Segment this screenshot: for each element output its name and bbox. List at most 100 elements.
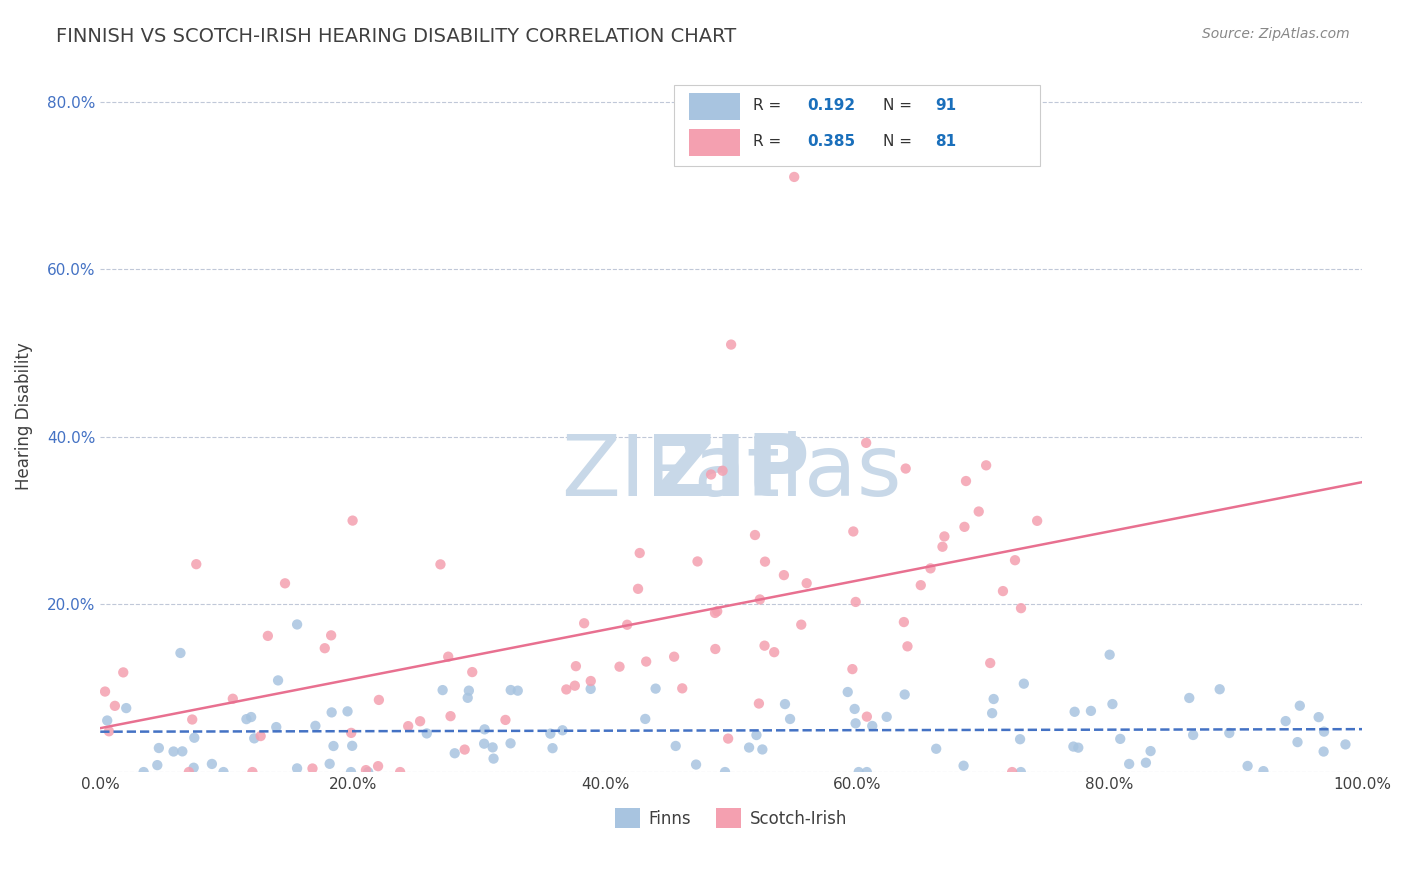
Point — [482, 751, 505, 765]
Point — [321, 706, 343, 720]
Point — [240, 710, 263, 724]
Point — [115, 701, 138, 715]
Point — [1274, 714, 1296, 728]
Point — [979, 656, 1001, 670]
Point — [146, 758, 169, 772]
Point — [991, 584, 1014, 599]
Point — [1004, 553, 1026, 567]
Point — [1286, 735, 1309, 749]
Point — [416, 726, 439, 740]
Point — [551, 723, 574, 738]
Point — [1098, 648, 1121, 662]
Point — [1218, 726, 1240, 740]
Point — [841, 662, 863, 676]
Text: N =: N = — [883, 98, 917, 113]
Text: 0.192: 0.192 — [807, 98, 855, 113]
Point — [212, 765, 235, 780]
Y-axis label: Hearing Disability: Hearing Disability — [15, 342, 32, 490]
Point — [304, 719, 326, 733]
Point — [955, 474, 977, 488]
Point — [481, 740, 503, 755]
Point — [1308, 710, 1330, 724]
Point — [837, 685, 859, 699]
Point — [494, 713, 516, 727]
Point — [461, 665, 484, 679]
Point — [104, 698, 127, 713]
Point — [1208, 682, 1230, 697]
Point — [1139, 744, 1161, 758]
Point — [1253, 764, 1275, 779]
Point — [538, 726, 561, 740]
Point — [555, 682, 578, 697]
Point — [855, 435, 877, 450]
Point — [609, 659, 631, 673]
Legend: Finns, Scotch-Irish: Finns, Scotch-Irish — [609, 801, 853, 835]
Point — [235, 712, 257, 726]
Point — [876, 710, 898, 724]
Point — [357, 765, 380, 780]
Point — [457, 690, 479, 705]
Point — [671, 681, 693, 696]
Point — [953, 520, 976, 534]
Point — [773, 568, 796, 582]
Point — [910, 578, 932, 592]
Point — [842, 524, 865, 539]
Text: 0.385: 0.385 — [807, 134, 855, 149]
Point — [748, 592, 770, 607]
Point — [274, 576, 297, 591]
Point — [974, 458, 997, 473]
Point — [845, 595, 868, 609]
Point — [322, 739, 344, 753]
Point — [662, 649, 685, 664]
Text: N =: N = — [883, 134, 917, 149]
Point — [644, 681, 666, 696]
Point — [453, 742, 475, 756]
Point — [301, 762, 323, 776]
Point — [783, 169, 806, 184]
Point — [342, 514, 364, 528]
Point — [844, 702, 866, 716]
Point — [751, 742, 773, 756]
Point — [856, 765, 879, 780]
Text: 81: 81 — [935, 134, 956, 149]
Point — [243, 731, 266, 746]
Point — [920, 561, 942, 575]
Point — [1334, 738, 1357, 752]
Text: FINNISH VS SCOTCH-IRISH HEARING DISABILITY CORRELATION CHART: FINNISH VS SCOTCH-IRISH HEARING DISABILI… — [56, 27, 737, 45]
Point — [499, 736, 522, 750]
Text: R =: R = — [752, 98, 786, 113]
Point — [706, 604, 728, 618]
Text: R =: R = — [752, 134, 786, 149]
Point — [367, 759, 389, 773]
Point — [896, 640, 918, 654]
Point — [967, 504, 990, 518]
Point — [162, 745, 184, 759]
Point — [704, 642, 727, 657]
Point — [627, 582, 650, 596]
Point — [506, 683, 529, 698]
Point — [790, 617, 813, 632]
Point — [96, 714, 118, 728]
Point — [717, 731, 740, 746]
Text: ZIPatlas: ZIPatlas — [561, 432, 901, 515]
Point — [754, 555, 776, 569]
Point — [340, 739, 363, 753]
Point — [457, 683, 479, 698]
Point — [981, 706, 1004, 721]
Point — [700, 467, 723, 482]
Point — [1288, 698, 1310, 713]
Point — [432, 683, 454, 698]
Point — [1313, 724, 1336, 739]
Point — [934, 529, 956, 543]
Point — [97, 724, 120, 739]
Point — [634, 712, 657, 726]
Point — [340, 726, 363, 740]
Point — [183, 761, 205, 775]
Point — [748, 697, 770, 711]
Point — [439, 709, 461, 723]
Point — [169, 646, 191, 660]
Point — [148, 741, 170, 756]
Point — [354, 763, 377, 777]
Point — [1118, 756, 1140, 771]
Point — [1001, 765, 1024, 780]
